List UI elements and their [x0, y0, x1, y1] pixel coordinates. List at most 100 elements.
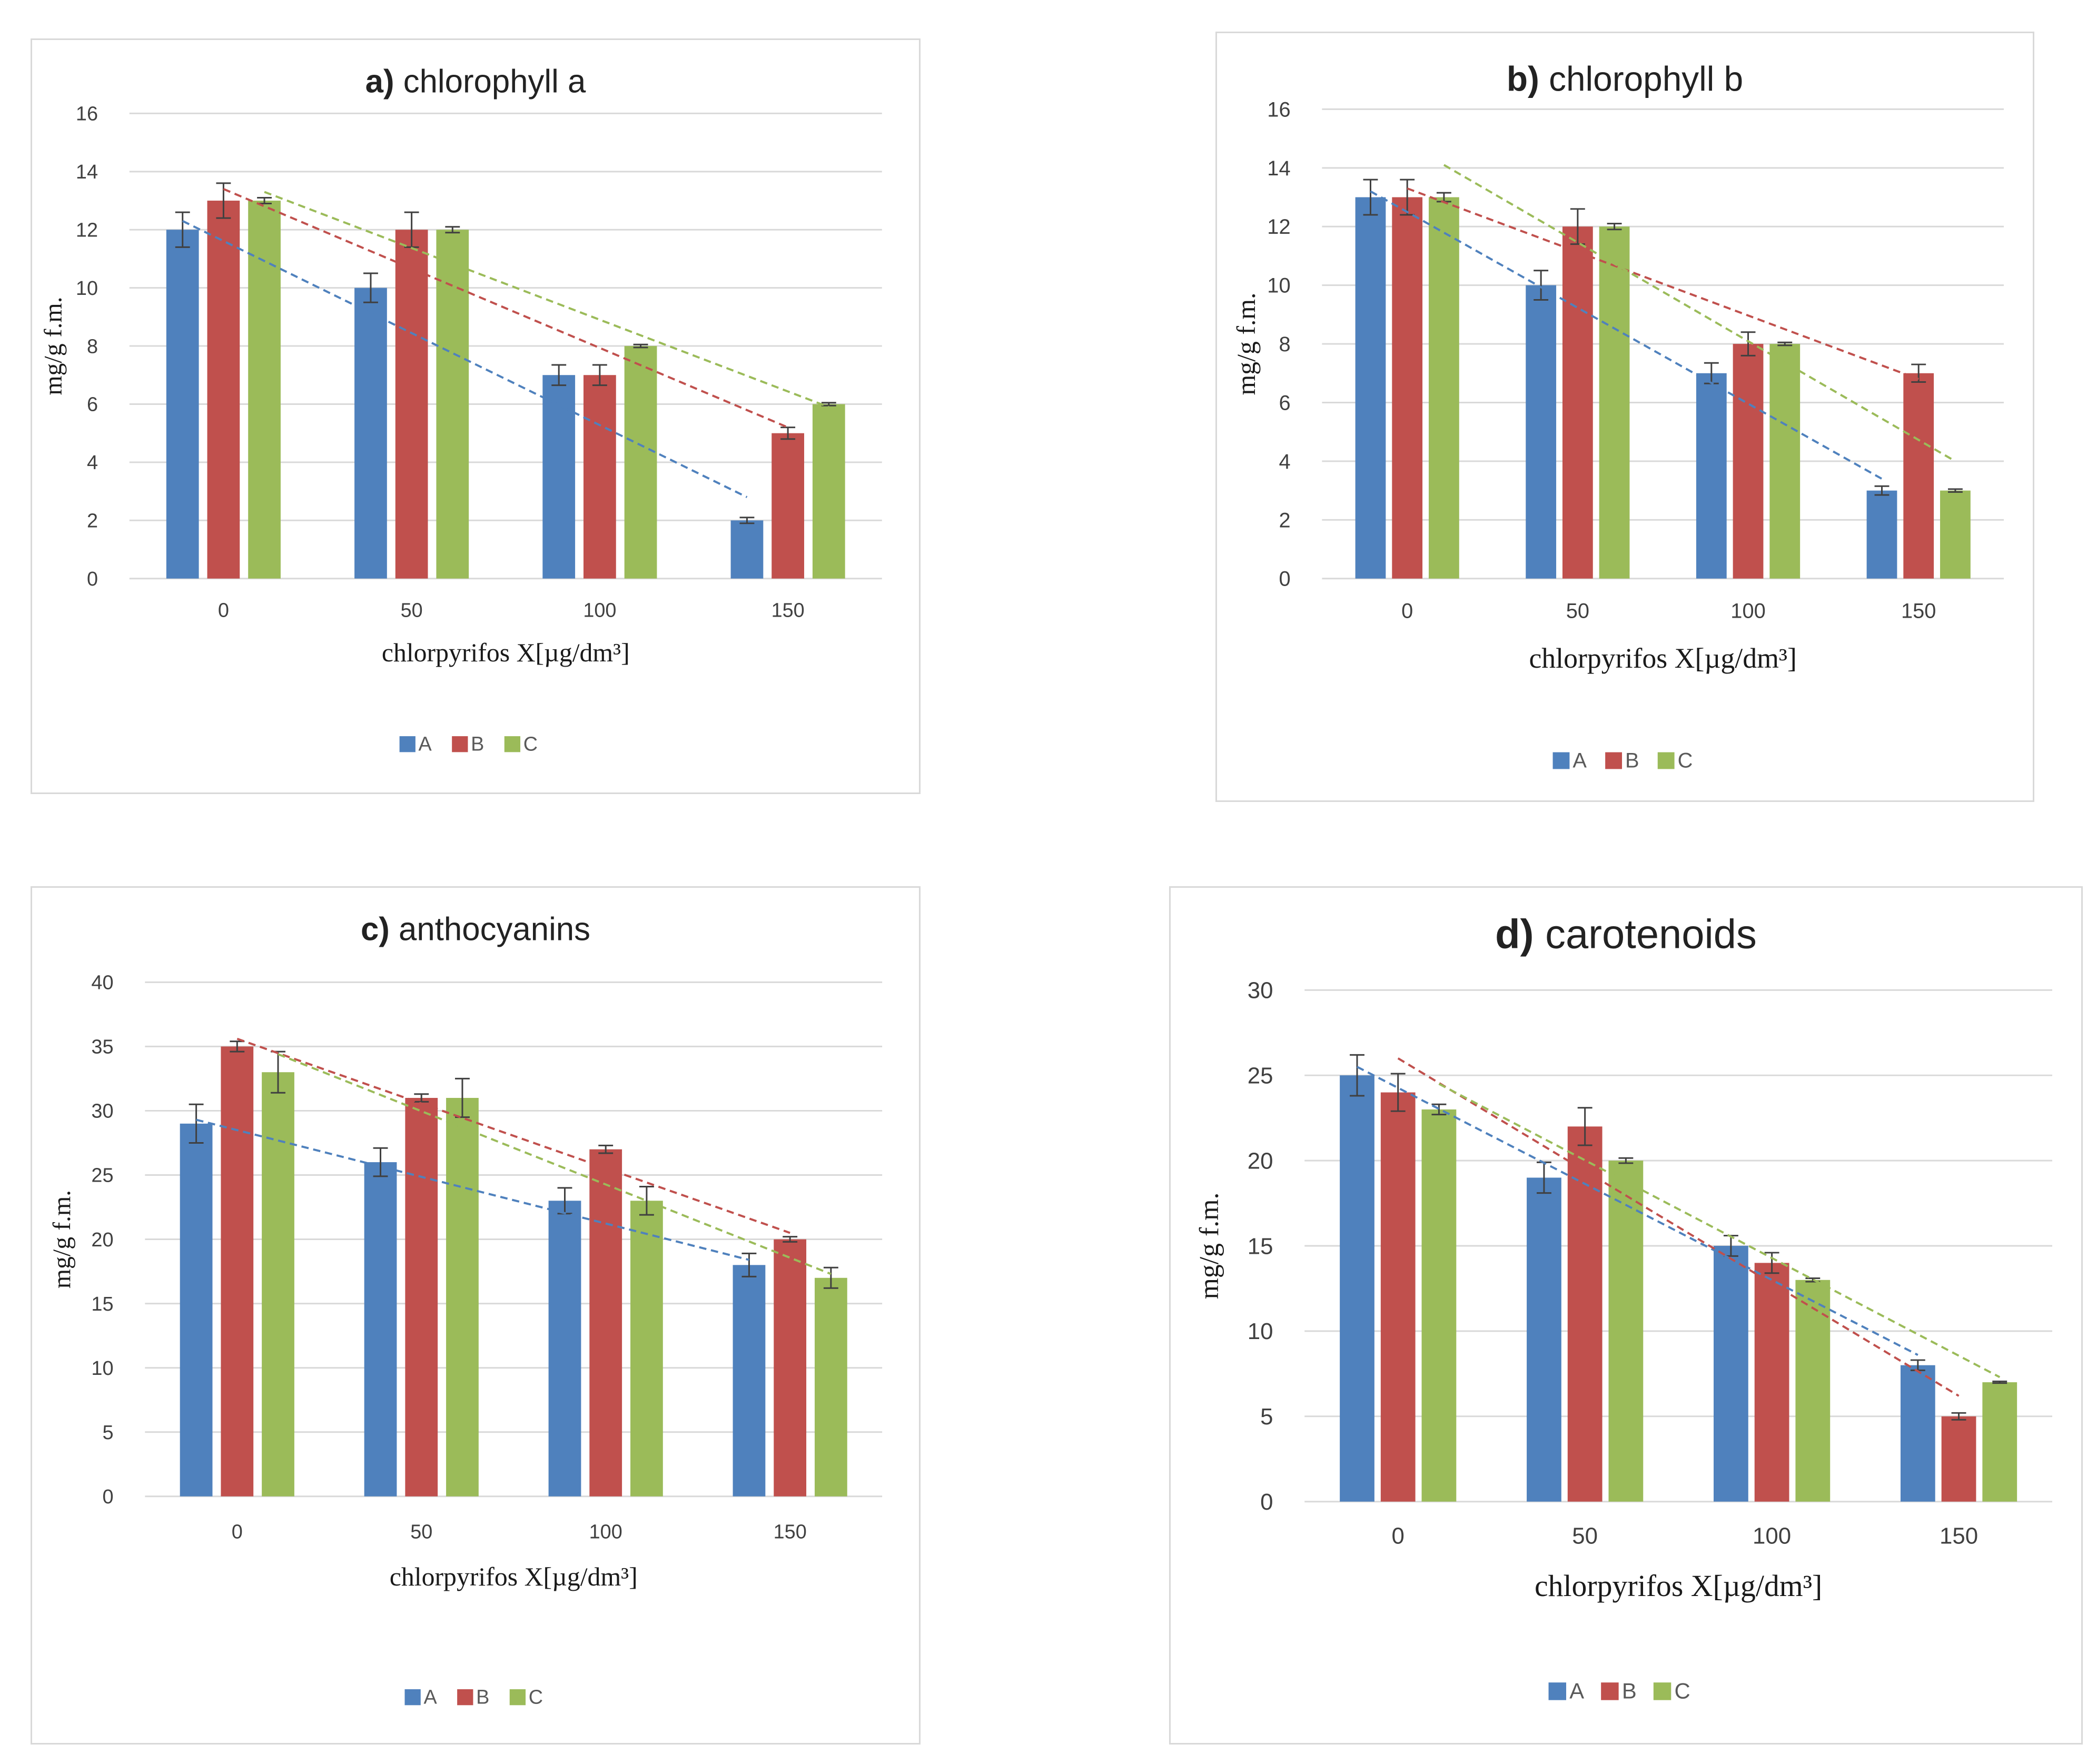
bar-c [248, 201, 281, 579]
legend-label-b: B [1622, 1678, 1637, 1703]
bar-a [364, 1162, 397, 1497]
legend-label-b: B [471, 733, 484, 755]
x-tick-label: 0 [218, 599, 229, 621]
bar-a [1900, 1365, 1935, 1502]
legend-label-b: B [476, 1686, 489, 1708]
y-tick-label: 4 [1279, 450, 1290, 473]
bar-b [395, 230, 428, 579]
bar-c [812, 404, 845, 579]
bar-b [221, 1046, 254, 1497]
y-tick-label: 8 [87, 335, 98, 358]
bar-b [1903, 373, 1934, 579]
bar-a [1696, 373, 1727, 579]
bar-c [1769, 344, 1801, 579]
bar-a [730, 520, 764, 579]
y-tick-label: 35 [91, 1036, 113, 1058]
chart-carotenoids: d) carotenoids 0 5 10 15 20 25 30 0 50 100 150 chlor… [1194, 912, 2053, 1703]
chart-panel-anthocyanins: c) anthocyanins 0 5 10 15 20 25 30 35 40 0 50 100 150… [31, 886, 921, 1745]
y-tick-label: 25 [1248, 1063, 1273, 1089]
chart-title-text: anthocyanins [390, 911, 590, 948]
bar-c [1608, 1161, 1644, 1502]
x-tick-label: 100 [589, 1521, 622, 1543]
bar-a [354, 288, 387, 579]
y-axis-label: mg/g f.m. [1232, 293, 1261, 395]
y-axis-label: mg/g f.m. [39, 296, 67, 395]
bar-a [1526, 285, 1557, 579]
legend-swatch-b [1601, 1682, 1619, 1700]
chart-title-text: carotenoids [1534, 912, 1757, 957]
bar-b [1754, 1263, 1789, 1502]
legend-label-a: A [1569, 1678, 1584, 1703]
y-axis-label: mg/g f.m. [48, 1190, 76, 1289]
x-tick-label: 150 [1940, 1523, 1978, 1549]
y-tick-label: 8 [1279, 333, 1290, 356]
bar-c [1940, 490, 1971, 579]
x-tick-label: 50 [410, 1521, 432, 1543]
y-tick-label: 10 [91, 1357, 113, 1380]
chart-title: a) chlorophyll a [365, 64, 586, 100]
bar-c [1421, 1109, 1457, 1502]
trendline-b [1397, 1057, 1960, 1397]
y-tick-label: 12 [76, 219, 98, 241]
legend-swatch-c [1653, 1682, 1671, 1700]
bar-b [1941, 1416, 1976, 1502]
y-tick-label: 16 [76, 103, 98, 125]
trendline-c [1438, 1083, 2001, 1379]
bar-a [1527, 1177, 1561, 1502]
bar-a [733, 1265, 766, 1497]
chart-title-text: chlorophyll a [394, 64, 586, 100]
trendline-a [1357, 1066, 1918, 1356]
bar-c [446, 1098, 479, 1497]
y-tick-label: 12 [1267, 215, 1290, 239]
legend-swatch-b [452, 736, 468, 752]
chart-title: d) carotenoids [1495, 912, 1757, 957]
trendline-b [236, 1037, 790, 1234]
legend-label-a: A [423, 1686, 437, 1708]
x-tick-label: 150 [774, 1521, 807, 1543]
bar-c [814, 1277, 847, 1497]
legend-swatch-b [457, 1689, 473, 1706]
bar-c [436, 230, 469, 579]
bar-b [771, 433, 805, 579]
y-tick-label: 15 [91, 1293, 113, 1315]
chart-title-text: chlorophyll b [1539, 60, 1743, 98]
bar-c [630, 1201, 663, 1497]
trendline-b [223, 188, 788, 429]
chart-chlorophyll-b: b) chlorophyll b 0 2 4 6 8 10 12 14 16 0 50 100 150 ch… [1232, 60, 2004, 772]
y-tick-label: 16 [1267, 98, 1290, 121]
y-tick-label: 5 [1260, 1404, 1273, 1430]
y-tick-label: 14 [1267, 157, 1290, 180]
bar-a [1355, 197, 1386, 579]
legend-label-c: C [523, 733, 538, 755]
trendline-a [196, 1118, 749, 1261]
y-tick-label: 20 [91, 1229, 113, 1251]
bar-b [1392, 197, 1423, 579]
y-tick-label: 30 [91, 1101, 113, 1123]
y-tick-label: 20 [1248, 1148, 1273, 1174]
x-axis-label: chlorpyrifos X[µg/dm³] [382, 638, 630, 667]
y-tick-label: 25 [91, 1165, 113, 1187]
bar-a [166, 230, 199, 579]
trendline-c [1443, 164, 1956, 462]
y-tick-label: 6 [87, 394, 98, 416]
legend-label-a: A [419, 733, 432, 755]
legend-label-c: C [1675, 1678, 1690, 1703]
bar-a [542, 375, 576, 579]
y-tick-label: 2 [1279, 509, 1290, 532]
chart-title-prefix: d) [1495, 912, 1534, 957]
y-tick-label: 30 [1248, 978, 1273, 1004]
bar-a [180, 1123, 213, 1497]
x-tick-label: 150 [1901, 599, 1936, 622]
x-tick-label: 100 [583, 599, 616, 621]
x-tick-label: 0 [1392, 1523, 1404, 1549]
bar-b [1562, 226, 1593, 579]
legend-label-c: C [529, 1686, 543, 1708]
trendline-b [1407, 187, 1919, 380]
chart-title-prefix: b) [1507, 60, 1539, 98]
bar-b [207, 201, 240, 579]
legend-swatch-c [509, 1689, 526, 1706]
legend-swatch-a [399, 736, 416, 752]
bar-c [1429, 197, 1459, 579]
chart-panel-carotenoids: d) carotenoids 0 5 10 15 20 25 30 0 50 100 150 chlor… [1169, 886, 2083, 1745]
bar-a [1340, 1075, 1374, 1502]
